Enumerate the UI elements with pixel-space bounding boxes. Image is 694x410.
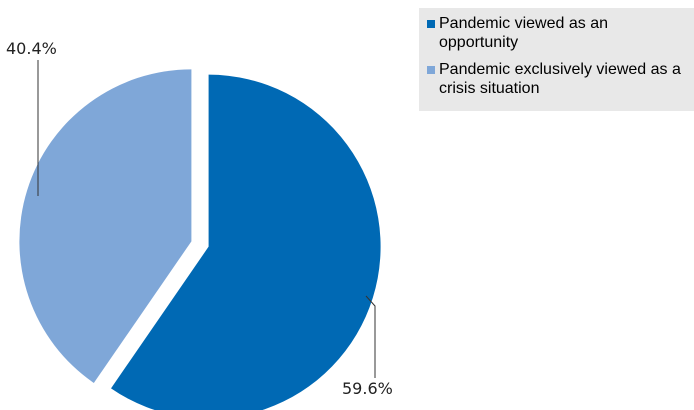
- legend-item-crisis: Pandemic exclusively viewed as a crisis …: [427, 60, 688, 98]
- legend-swatch-crisis: [427, 66, 435, 74]
- pie-slice-crisis: [19, 69, 192, 383]
- legend-label-opportunity: Pandemic viewed as an opportunity: [439, 15, 608, 51]
- legend-item-opportunity: Pandemic viewed as an opportunity: [427, 14, 688, 52]
- legend-swatch-opportunity: [427, 20, 435, 28]
- data-label-crisis: 40.4%: [6, 39, 57, 58]
- data-label-opportunity: 59.6%: [342, 379, 393, 398]
- leader-line-opportunity: [365, 295, 376, 378]
- pie-slice-opportunity: [111, 74, 381, 410]
- legend-label-crisis: Pandemic exclusively viewed as a crisis …: [439, 61, 681, 97]
- legend: Pandemic viewed as an opportunity Pandem…: [419, 8, 694, 111]
